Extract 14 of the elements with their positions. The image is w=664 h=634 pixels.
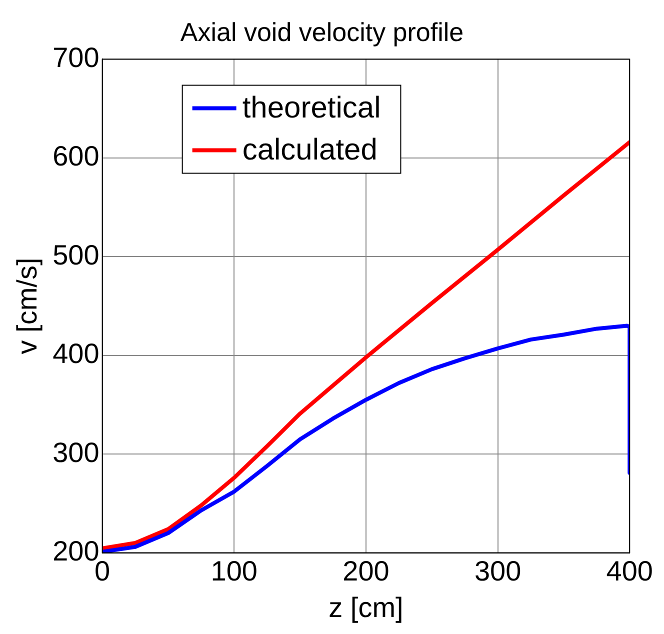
y-tick-label: 700 — [52, 42, 100, 73]
x-tick-label: 100 — [210, 555, 258, 586]
y-tick-label: 500 — [52, 239, 100, 270]
chart-title: Axial void velocity profile — [180, 16, 464, 47]
legend-label: calculated — [242, 133, 378, 166]
x-tick-label: 400 — [606, 555, 653, 586]
y-tick-label: 600 — [52, 140, 100, 172]
y-tick-label: 400 — [52, 338, 100, 370]
y-axis-title: v [cm/s] — [12, 258, 43, 354]
y-tick-label: 300 — [52, 436, 100, 468]
x-tick-label: 300 — [474, 555, 522, 586]
x-tick-label: 200 — [342, 555, 390, 586]
x-axis-title: z [cm] — [328, 592, 404, 623]
legend-label: theoretical — [242, 91, 381, 124]
